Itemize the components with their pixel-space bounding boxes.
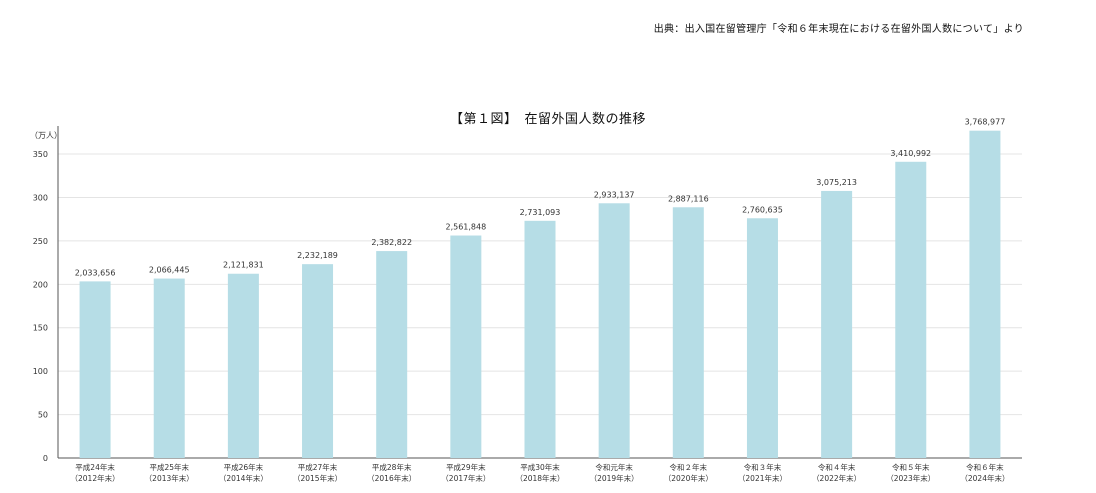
x-tick-label: 令和４年末 [818,462,856,472]
data-label: 2,760,635 [742,205,783,214]
x-tick-label: 令和６年末 [966,462,1004,472]
x-tick-label: 平成30年末 [520,462,560,472]
x-tick-label: 平成24年末 [75,462,115,472]
bar [969,130,1001,459]
x-tick-label: 平成28年末 [372,462,412,472]
x-tick-label: 平成27年末 [298,462,338,472]
data-label: 2,121,831 [223,261,264,270]
x-tick-sublabel: （2018年末） [515,473,564,483]
x-tick-sublabel: （2024年末） [960,473,1009,483]
data-labels: 2,033,656 2,066,445 2,121,831 2,232,189 2,38… [75,118,1006,278]
data-label: 2,561,848 [445,223,486,232]
bar [672,207,704,458]
x-tick-sublabel: （2020年末） [664,473,713,483]
bar [227,273,259,458]
bar [450,235,482,458]
y-tick-label: 250 [33,237,48,246]
y-axis-unit: （万人） [30,131,62,140]
x-tick-label: 平成25年末 [149,462,189,472]
data-label: 3,410,992 [890,149,931,158]
x-tick-label: 令和５年末 [892,462,930,472]
bar [598,203,630,458]
x-tick-sublabel: （2019年末） [590,473,639,483]
x-tick-sublabel: （2015年末） [293,473,342,483]
bar [746,218,778,458]
bars [79,130,1001,459]
data-label: 2,232,189 [297,251,338,260]
y-tick-label: 100 [33,367,48,376]
x-tick-label: 令和３年末 [744,462,782,472]
data-label: 3,768,977 [965,118,1006,127]
data-label: 2,382,822 [371,238,412,247]
data-label: 2,033,656 [75,268,116,277]
data-label: 2,933,137 [594,190,635,199]
x-tick-sublabel: （2021年末） [738,473,787,483]
y-tick-label: 200 [33,280,48,289]
bar [821,190,853,459]
x-tick-label: 令和元年末 [595,462,633,472]
bar [895,161,927,458]
bar [524,220,556,458]
y-tick-label: 300 [33,193,48,202]
x-tick-sublabel: （2013年末） [145,473,194,483]
x-tick-sublabel: （2023年末） [886,473,935,483]
bar [153,278,185,458]
source-note: 出典：出入国在留管理庁「令和６年末現在における在留外国人数について」より [653,24,1024,35]
chart-title: 【第１図】 在留外国人数の推移 [449,112,646,127]
x-tick-sublabel: （2017年末） [441,473,490,483]
y-tick-label: 0 [43,454,48,463]
data-label: 2,066,445 [149,266,190,275]
x-tick-sublabel: （2012年末） [71,473,120,483]
y-tick-label: 50 [38,411,48,420]
bar [302,264,334,458]
x-tick-sublabel: （2016年末） [367,473,416,483]
bar [79,281,111,458]
bar [376,251,408,458]
data-label: 2,731,093 [520,208,561,217]
y-tick-label: 350 [33,150,48,159]
x-tick-sublabel: （2014年末） [219,473,268,483]
x-tick-label: 平成29年末 [446,462,486,472]
data-label: 2,887,116 [668,194,709,203]
data-label: 3,075,213 [816,178,857,187]
y-tick-labels: 0 50 100 150 200 250 300 350 [33,150,48,463]
x-tick-labels: 平成24年末（2012年末） 平成25年末（2013年末） 平成26年末（2014年… [71,462,1010,483]
y-tick-label: 150 [33,324,48,333]
x-tick-sublabel: （2022年末） [812,473,861,483]
x-tick-label: 平成26年末 [224,462,264,472]
x-tick-label: 令和２年末 [670,462,708,472]
